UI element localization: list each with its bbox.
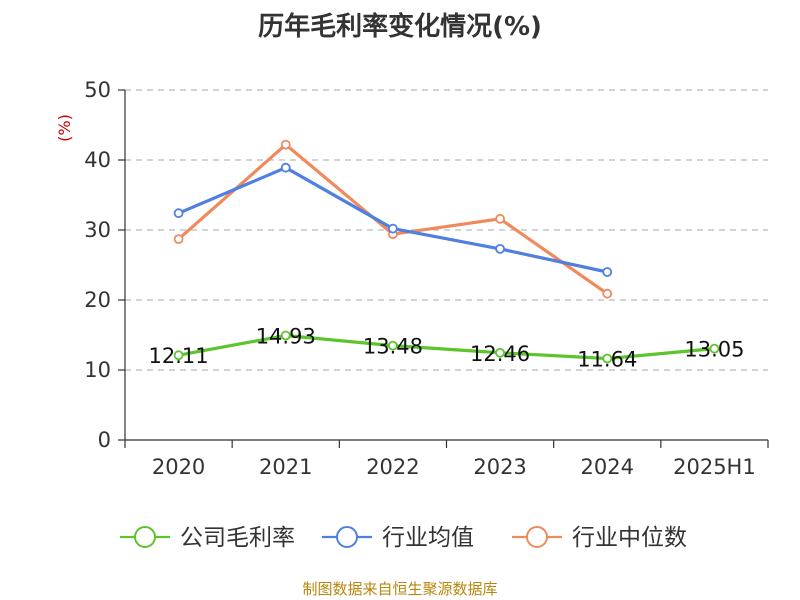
gridlines: [125, 89, 768, 371]
data-labels: 12.11 14.93 13.48 12.46 11.64 13.05: [149, 324, 745, 371]
data-point: [602, 353, 613, 364]
data-label: 13.05: [684, 338, 744, 362]
legend-label: 行业中位数: [572, 525, 687, 551]
y-axis-label: (%): [55, 114, 74, 142]
legend-label: 行业均值: [382, 525, 474, 551]
data-label: 12.46: [470, 342, 530, 366]
data-point: [495, 213, 505, 224]
legend-marker: [526, 526, 548, 548]
y-tick-label: 10: [84, 358, 111, 382]
y-tick-label: 20: [84, 288, 111, 312]
data-point: [173, 208, 184, 219]
data-label: 13.48: [363, 335, 423, 359]
data-point: [388, 223, 398, 234]
y-tick-label: 40: [84, 148, 111, 172]
chart-title: 历年毛利率变化情况(%): [258, 12, 542, 42]
data-point: [709, 343, 720, 354]
data-point: [495, 243, 505, 254]
y-tick-label: 30: [84, 218, 111, 242]
legend-marker: [336, 526, 358, 548]
legend-label: 公司毛利率: [180, 525, 295, 551]
x-tick-label: 2022: [366, 455, 419, 479]
data-point: [173, 350, 184, 361]
series-line: [178, 333, 715, 361]
data-point: [388, 340, 398, 351]
x-tick-label: 2025H1: [673, 455, 756, 479]
series-lines: [173, 139, 720, 364]
data-point: [280, 162, 291, 173]
data-label: 14.93: [256, 324, 316, 348]
legend-marker: [134, 526, 156, 548]
data-point: [495, 347, 505, 358]
legend: 公司毛利率 行业均值 行业中位数: [120, 525, 687, 551]
x-tick-label: 2021: [259, 455, 312, 479]
x-tick-label: 2020: [152, 455, 205, 479]
data-point: [602, 267, 613, 277]
data-point: [280, 139, 291, 150]
x-tick-label: 2024: [581, 455, 634, 479]
data-point: [173, 234, 184, 245]
source-note: 制图数据来自恒生聚源数据库: [302, 580, 498, 598]
data-point: [602, 288, 613, 299]
y-tick-label: 0: [98, 428, 111, 452]
x-tick-label: 2023: [473, 455, 526, 479]
series-line: [177, 143, 609, 296]
data-label: 12.11: [149, 344, 209, 368]
data-point: [280, 330, 291, 341]
data-label: 11.64: [577, 348, 637, 372]
y-tick-label: 50: [84, 78, 111, 102]
axes: 0 10 20 30 40 50 2020 2021 2022 2023 2024 2025H1 (%): [55, 78, 769, 479]
